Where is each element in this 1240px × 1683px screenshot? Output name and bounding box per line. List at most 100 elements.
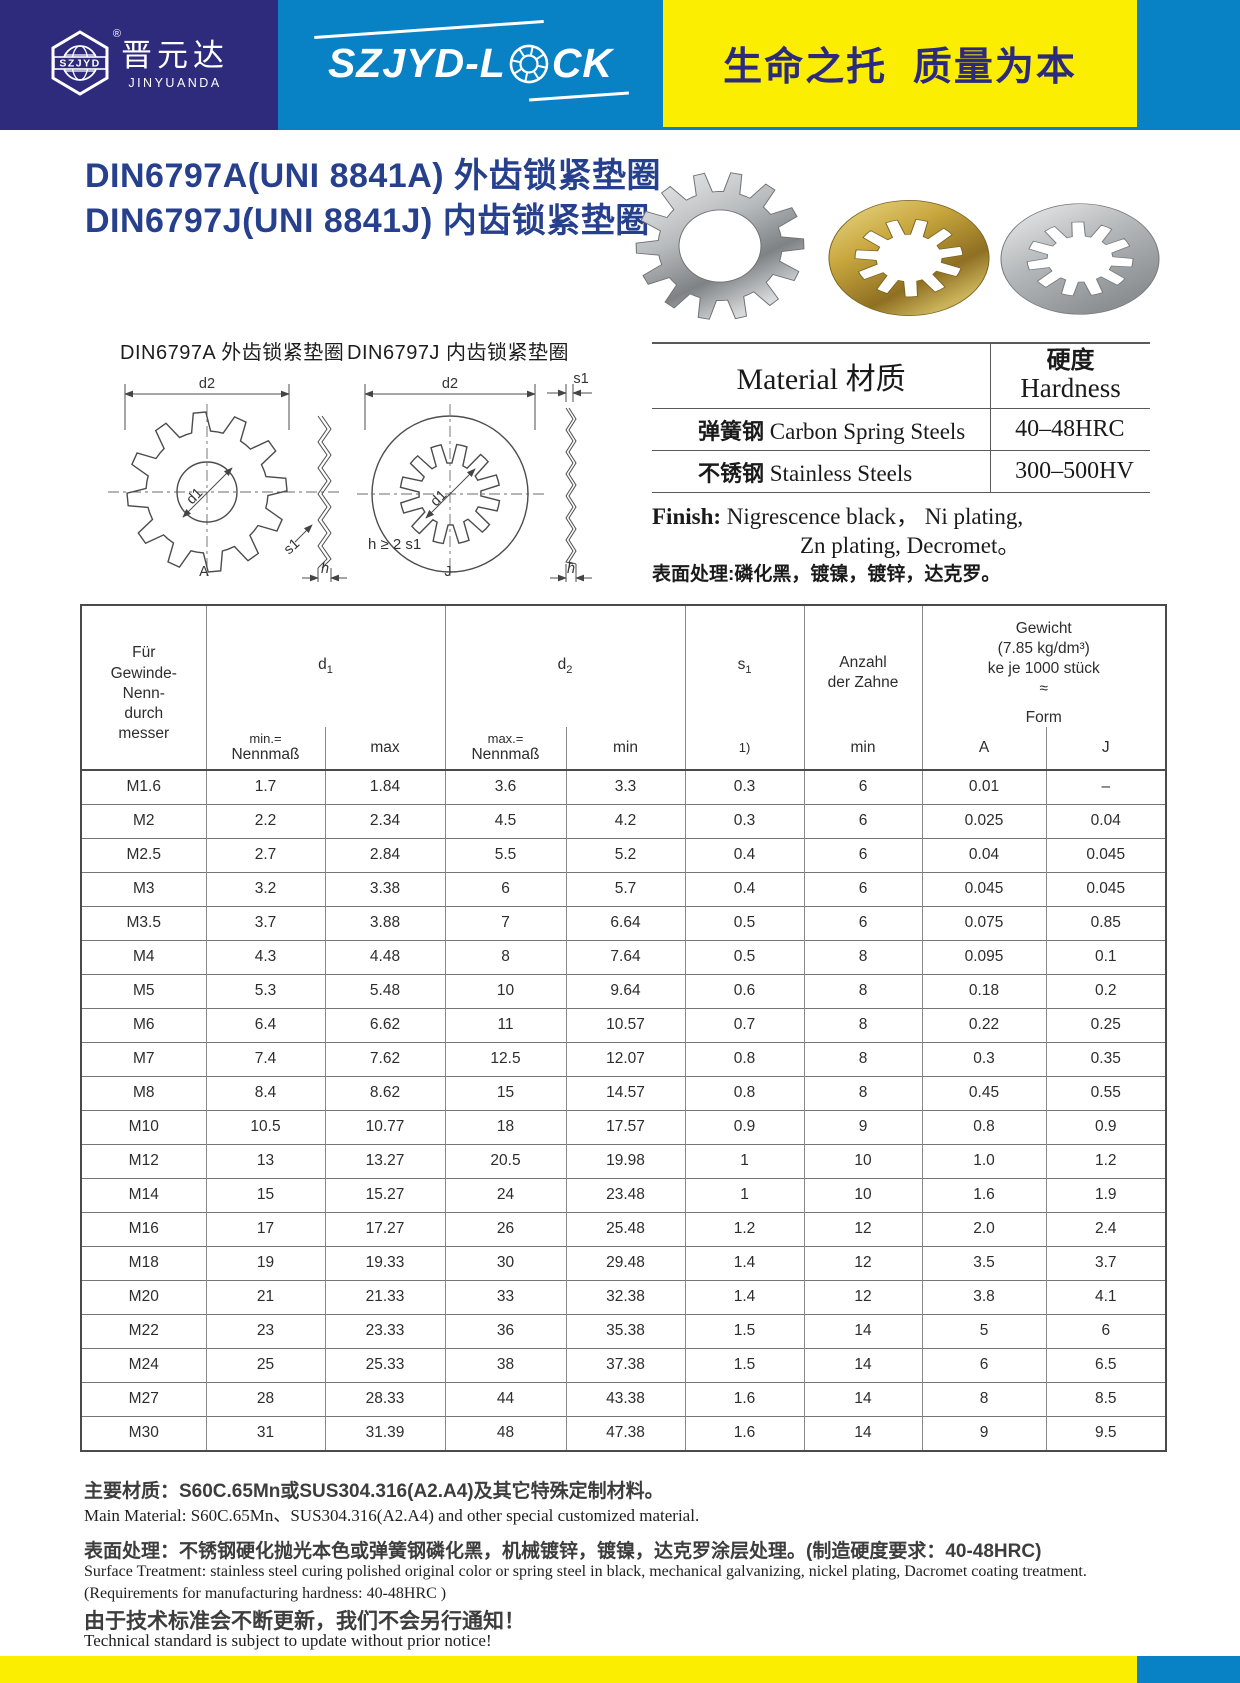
subcol-d2-min: min xyxy=(565,726,686,770)
size-cell: M6 xyxy=(80,1007,207,1043)
drawing-form-j: d2 s1 d1 J h xyxy=(357,371,592,582)
value-cell: 9 xyxy=(803,1109,923,1145)
drawing-j-label: DIN6797J 内齿锁紧垫圈 xyxy=(347,342,569,364)
value-cell: 0.8 xyxy=(921,1109,1047,1145)
value-cell: 5.3 xyxy=(205,973,326,1009)
spec-row-M3.5: M3.5 3.7 3.88 7 6.64 0.5 6 0.075 0.85 xyxy=(80,905,1167,941)
value-cell: 1.84 xyxy=(324,768,446,805)
value-cell: 3.3 xyxy=(565,768,686,805)
logo-wrap: SZJYD ® xyxy=(49,28,121,101)
hardness-header-cell: 硬度 Hardness xyxy=(990,342,1150,409)
dim-h-label: h xyxy=(321,561,329,577)
spec-row-M14: M14 15 15.27 24 23.48 1 10 1.6 1.9 xyxy=(80,1177,1167,1213)
brand-swoosh-bottom xyxy=(529,91,630,101)
slogan-banner: 生命之托 质量为本 xyxy=(663,0,1137,127)
value-cell: 37.38 xyxy=(565,1347,686,1383)
form-j-label: J xyxy=(444,564,451,580)
value-cell: 0.045 xyxy=(921,871,1047,907)
brand-text-post: CK xyxy=(551,40,614,86)
dim-d2-label: d2 xyxy=(442,376,458,392)
size-cell: M18 xyxy=(80,1245,207,1281)
slogan-text: 生命之托 质量为本 xyxy=(723,45,1077,89)
spec-row-M12: M12 13 13.27 20.5 19.98 1 10 1.0 1.2 xyxy=(80,1143,1167,1179)
note-surface-en: Surface Treatment: stainless steel curin… xyxy=(84,1563,1087,1580)
spec-header-row2: min.= Nennmaß max max.= Nennmaß min 1) min… xyxy=(81,726,1167,770)
finish-line-cn: 表面处理:磷化黑，镀镍，镀锌，达克罗。 xyxy=(652,563,1001,585)
value-cell: 10.5 xyxy=(205,1109,326,1145)
value-cell: 31.39 xyxy=(324,1415,446,1451)
value-cell: 1 xyxy=(684,1143,805,1179)
value-cell: 0.8 xyxy=(684,1041,805,1077)
value-cell: 9 xyxy=(921,1415,1047,1451)
product-photo-internal-tooth-washer-steel xyxy=(1000,203,1160,315)
value-cell: 0.04 xyxy=(921,837,1047,873)
value-cell: 10.77 xyxy=(324,1109,446,1145)
value-cell: 1.6 xyxy=(684,1381,805,1417)
value-cell: 6.5 xyxy=(1045,1347,1167,1383)
value-cell: 0.5 xyxy=(684,905,805,941)
value-cell: 8.4 xyxy=(205,1075,326,1111)
spec-table-body: M1.6 1.7 1.84 3.6 3.3 0.3 6 0.01– M2 2.2 2.34 4.5 4.… xyxy=(80,768,1167,1451)
value-cell: 25.33 xyxy=(324,1347,446,1383)
value-cell: 3.88 xyxy=(324,905,446,941)
value-cell: 8 xyxy=(803,939,923,975)
company-name-en: JINYUANDA xyxy=(128,76,222,91)
value-cell: 15 xyxy=(444,1075,567,1111)
value-cell: 1.6 xyxy=(684,1415,805,1451)
logo-names: 晋元达 JINYUANDA xyxy=(121,40,229,90)
value-cell: 23.48 xyxy=(565,1177,686,1213)
value-cell: 15.27 xyxy=(324,1177,446,1213)
spec-row-M3: M3 3.2 3.38 6 5.7 0.4 6 0.045 0.045 xyxy=(80,871,1167,907)
value-cell: 25 xyxy=(205,1347,326,1383)
note-surface-cn: 表面处理：不锈钢硬化抛光本色或弹簧钢磷化黑，机械镀锌，镀镍，达克罗涂层处理。(制… xyxy=(84,1541,1042,1562)
value-cell: 1.7 xyxy=(205,768,326,805)
value-cell: 13.27 xyxy=(324,1143,446,1179)
value-cell: 0.045 xyxy=(1045,871,1167,907)
value-cell: 6.4 xyxy=(205,1007,326,1043)
value-cell: 10 xyxy=(803,1143,923,1179)
company-logo-block: SZJYD ® 晋元达 JINYUANDA xyxy=(0,0,278,130)
value-cell: 14.57 xyxy=(565,1075,686,1111)
size-cell: M5 xyxy=(80,973,207,1009)
value-cell: 48 xyxy=(444,1415,567,1451)
value-cell: 9.5 xyxy=(1045,1415,1167,1451)
value-cell: 7.64 xyxy=(565,939,686,975)
value-cell: 32.38 xyxy=(565,1279,686,1315)
material-header-row: Material 材质 硬度 Hardness xyxy=(652,342,1150,409)
col-tooth-count: Anzahl der Zahne xyxy=(803,605,923,727)
value-cell: 0.045 xyxy=(1045,837,1167,873)
dim-d1-label: d1 xyxy=(428,487,451,510)
value-cell: 17.57 xyxy=(565,1109,686,1145)
value-cell: 17.27 xyxy=(324,1211,446,1247)
value-cell: 5.2 xyxy=(565,837,686,873)
value-cell: 14 xyxy=(803,1313,923,1349)
size-cell: M27 xyxy=(80,1381,207,1417)
value-cell: 31 xyxy=(205,1415,326,1451)
value-cell: 20.5 xyxy=(444,1143,567,1179)
value-cell: 17 xyxy=(205,1211,326,1247)
value-cell: – xyxy=(1045,768,1167,805)
value-cell: 1.2 xyxy=(1045,1143,1167,1179)
spec-row-M24: M24 25 25.33 38 37.38 1.5 14 6 6.5 xyxy=(80,1347,1167,1383)
value-cell: 0.3 xyxy=(921,1041,1047,1077)
brand-logotype: SZJYD-L CK xyxy=(314,19,630,101)
value-cell: 7.4 xyxy=(205,1041,326,1077)
value-cell: 3.2 xyxy=(205,871,326,907)
value-cell: 4.48 xyxy=(324,939,446,975)
form-label: Form xyxy=(1025,708,1062,726)
value-cell: 21.33 xyxy=(324,1279,446,1315)
value-cell: 0.3 xyxy=(684,803,805,839)
value-cell: 14 xyxy=(803,1415,923,1451)
spec-row-M8: M8 8.4 8.62 15 14.57 0.8 8 0.45 0.55 xyxy=(80,1075,1167,1111)
value-cell: 12 xyxy=(803,1245,923,1281)
lock-washer-icon xyxy=(509,44,549,83)
value-cell: 6 xyxy=(803,768,923,805)
value-cell: 35.38 xyxy=(565,1313,686,1349)
material-header-cell: Material 材质 xyxy=(652,342,992,409)
col-s1: s1 xyxy=(684,605,805,727)
value-cell: 3.5 xyxy=(921,1245,1047,1281)
value-cell: 0.55 xyxy=(1045,1075,1167,1111)
value-cell: 44 xyxy=(444,1381,567,1417)
value-cell: 6.64 xyxy=(565,905,686,941)
value-cell: 8.5 xyxy=(1045,1381,1167,1417)
